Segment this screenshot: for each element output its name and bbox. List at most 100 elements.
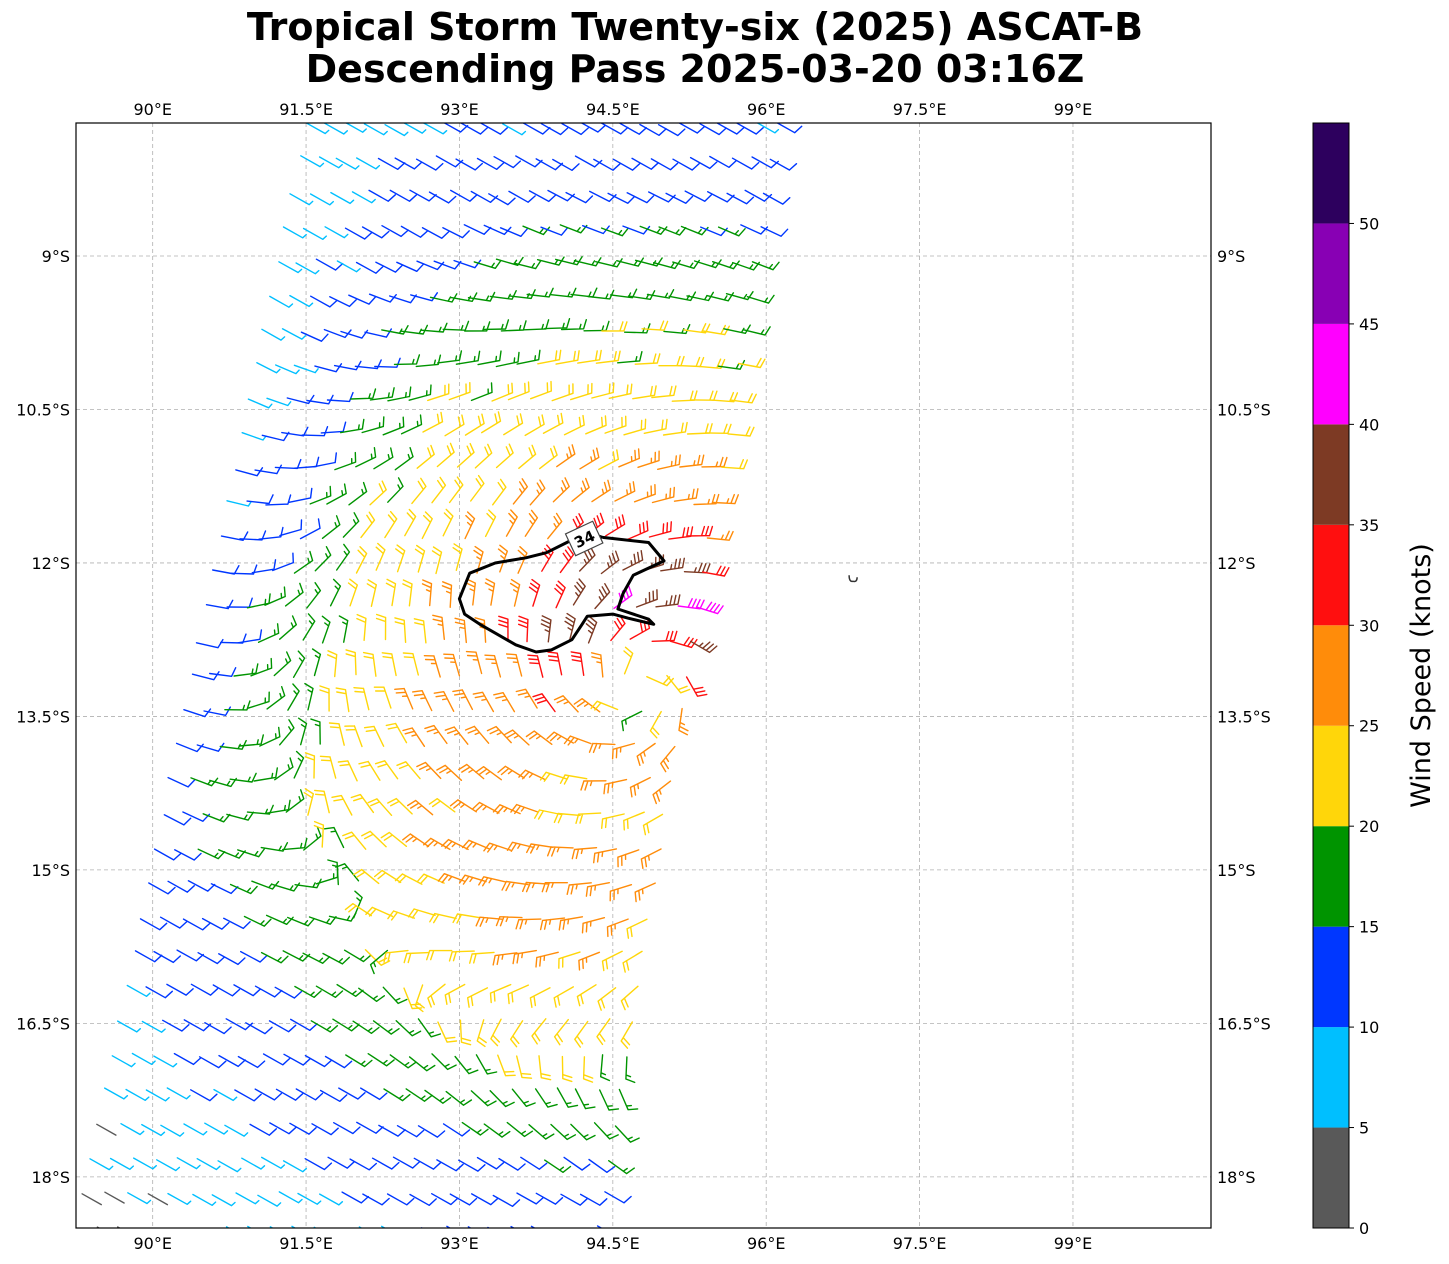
wind-barb: [381, 652, 397, 677]
wind-barb: [249, 1123, 277, 1136]
wind-barb: [352, 1020, 380, 1034]
wind-barb: [474, 443, 493, 469]
wind-barb: [679, 454, 705, 468]
wind-barb: [310, 295, 338, 308]
wind-barb: [335, 863, 360, 882]
wind-barb: [512, 949, 537, 965]
wind-barb: [553, 986, 574, 1008]
y-tick-label-left: 10.5°S: [16, 400, 70, 419]
wind-barb: [224, 700, 251, 711]
wind-barb: [476, 157, 505, 170]
x-tick-label-top: 96°E: [747, 100, 785, 119]
wind-barb: [680, 225, 709, 236]
wind-barb: [353, 868, 380, 885]
wind-barb: [374, 357, 401, 368]
wind-barb: [448, 476, 464, 504]
axis-ticks: 90°E 90°E 91.5°E 91.5°E 93°E 93°E 94.5°E 94.5°E…: [16, 100, 1271, 1253]
wind-barb: [197, 848, 226, 860]
wind-barb: [564, 612, 576, 641]
wind-barb: [540, 615, 552, 643]
wind-barb: [693, 493, 720, 506]
wind-barb: [650, 158, 679, 171]
wind-barb: [651, 486, 675, 504]
wind-barb: [542, 412, 564, 434]
wind-barb: [266, 799, 291, 814]
wind-barb: [572, 578, 586, 606]
wind-barb: [226, 811, 255, 821]
wind-barb: [279, 615, 297, 640]
wind-barb: [677, 123, 705, 134]
wind-barb: [341, 1191, 370, 1204]
wind-barb: [96, 1123, 117, 1136]
wind-barb: [389, 189, 418, 202]
wind-barb: [639, 225, 668, 235]
colorbar-tick-label: 0: [1359, 1219, 1369, 1238]
wind-barb: [256, 362, 281, 374]
colorbar-segment: [1313, 424, 1349, 525]
wind-barb: [497, 765, 525, 779]
wind-barb: [546, 731, 574, 744]
wind-barb: [386, 1193, 415, 1206]
wind-barb: [668, 526, 694, 540]
x-tick-label-top: 94.5°E: [586, 100, 640, 119]
wind-barb: [287, 916, 315, 927]
wind-barb: [614, 481, 636, 502]
wind-barb: [286, 394, 315, 405]
x-tick-label-bottom: 93°E: [440, 1234, 478, 1253]
wind-barb: [312, 452, 337, 468]
wind-barb: [314, 363, 343, 373]
wind-barb: [304, 682, 314, 711]
wind-barb: [497, 1054, 516, 1077]
wind-barb: [373, 686, 392, 709]
wind-barb: [623, 418, 647, 436]
wind-barb: [315, 985, 344, 998]
wind-barb: [544, 318, 571, 330]
wind-barb: [174, 849, 202, 861]
wind-barb: [226, 500, 252, 507]
wind-barb: [534, 1088, 558, 1108]
wind-barb: [695, 601, 724, 615]
wind-barb: [516, 1055, 533, 1079]
wind-barb: [535, 1192, 564, 1205]
wind-barb: [431, 1053, 457, 1071]
wind-barb: [368, 293, 397, 303]
wind-barb: [416, 444, 435, 469]
wind-barb: [474, 617, 487, 643]
wind-barb: [233, 663, 259, 677]
wind-barb: [756, 123, 780, 134]
wind-barb: [470, 1090, 497, 1107]
wind-barb: [610, 614, 626, 642]
wind-barb: [623, 811, 645, 831]
wind-barb: [421, 579, 433, 607]
wind-barb: [600, 550, 620, 575]
wind-barb: [385, 578, 397, 607]
wind-barb: [547, 846, 574, 857]
wind-barb: [595, 350, 621, 364]
wind-barb: [289, 1122, 317, 1135]
wind-barb: [272, 882, 301, 892]
wind-barb: [465, 650, 483, 675]
wind-barb: [414, 544, 426, 573]
wind-barb: [394, 447, 414, 471]
wind-barb: [350, 793, 375, 814]
wind-barb: [632, 385, 657, 400]
wind-barb: [336, 543, 351, 571]
wind-barb: [273, 651, 292, 677]
wind-barb: [356, 157, 381, 170]
wind-barb: [261, 1156, 286, 1169]
wind-barb: [167, 880, 195, 893]
wind-barb: [254, 1088, 283, 1101]
wind-barb: [705, 423, 732, 434]
wind-barb: [448, 382, 471, 401]
wind-barb: [437, 350, 463, 364]
wind-barb: [351, 191, 376, 204]
wind-barb: [593, 1122, 619, 1140]
wind-barb: [452, 913, 480, 924]
wind-barb: [663, 324, 691, 335]
y-tick-label-left: 16.5°S: [16, 1014, 70, 1033]
wind-barb: [598, 449, 619, 471]
wind-barb: [268, 1020, 297, 1033]
wind-barb: [701, 456, 728, 468]
wind-barb: [409, 189, 437, 202]
